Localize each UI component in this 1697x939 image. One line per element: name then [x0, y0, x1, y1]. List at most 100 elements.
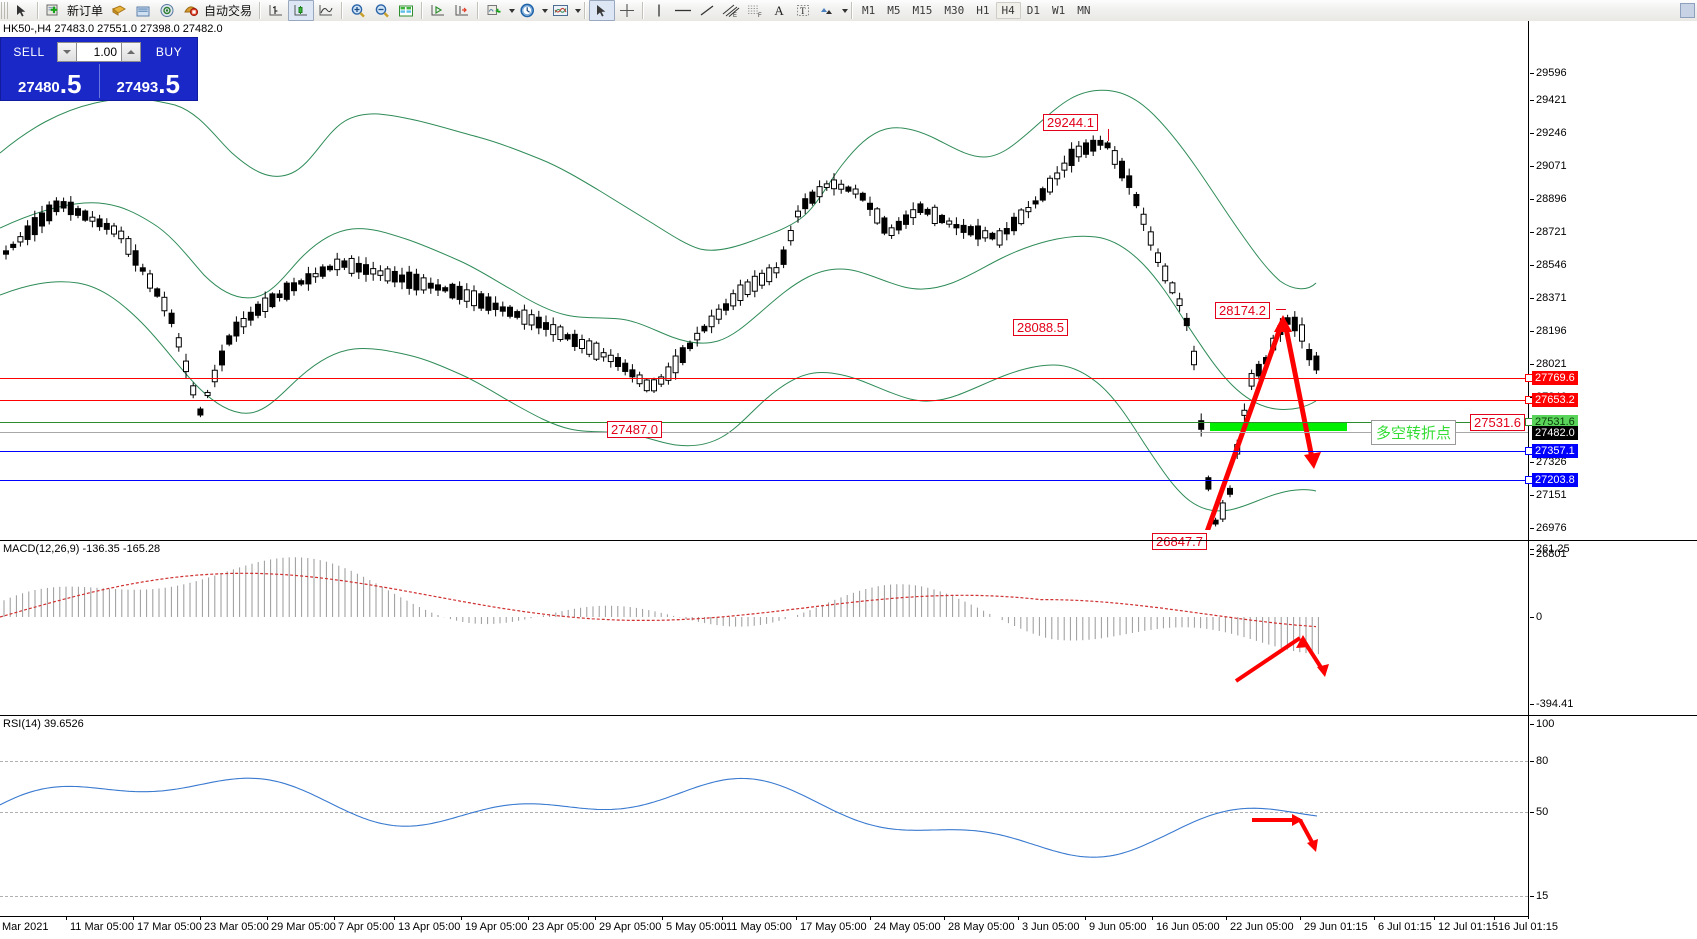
timeframe-w1[interactable]: W1: [1052, 4, 1066, 17]
toolbar-grip[interactable]: [1, 2, 8, 19]
main-toolbar: 新订单 自动交易: [0, 0, 1697, 22]
price-tick-27151: 27151: [1530, 489, 1567, 501]
buy-label[interactable]: BUY: [155, 45, 183, 59]
templates-icon[interactable]: [548, 1, 572, 20]
level-line-27769-6[interactable]: [0, 378, 1528, 379]
price-annotation-27531-6[interactable]: 27531.6: [1470, 414, 1525, 431]
vertical-line-icon[interactable]: [647, 1, 671, 20]
cursor-arrow-icon[interactable]: [10, 1, 34, 20]
price-annotation-28174-2[interactable]: 28174.2: [1215, 302, 1270, 319]
horizontal-line-icon[interactable]: [671, 1, 695, 20]
sell-label[interactable]: SELL: [13, 45, 45, 59]
price-label-27769-6[interactable]: 27769.6: [1532, 371, 1578, 385]
timeframe-m1[interactable]: M1: [862, 4, 876, 17]
time-tick-1: 11 Mar 05:00: [65, 916, 135, 933]
price-annotation-29244-1[interactable]: 29244.1: [1043, 114, 1098, 131]
time-tick-19: 29 Jun 01:15: [1300, 916, 1368, 933]
volume-decrement-button[interactable]: [57, 42, 77, 62]
price-annotation-27487-0[interactable]: 27487.0: [607, 421, 662, 438]
new-order-label[interactable]: 新订单: [67, 4, 104, 18]
volume-input[interactable]: 1.00: [77, 42, 121, 62]
time-scale[interactable]: Mar 2021 11 Mar 05:00 17 Mar 05:00 23 Ma…: [0, 916, 1558, 939]
sell-price-integer: 27480: [18, 79, 60, 96]
time-tick-21: 12 Jul 01:15: [1434, 916, 1498, 933]
shapes-icon[interactable]: [815, 1, 839, 20]
chinese-annotation[interactable]: 多空转折点: [1371, 420, 1457, 445]
time-tick-15: 3 Jun 05:00: [1018, 916, 1080, 933]
price-label-27531-6[interactable]: 27531.6: [1532, 415, 1578, 429]
window-corner-button[interactable]: [1680, 3, 1695, 18]
rsi-scale[interactable]: 100 80 50 15: [1528, 716, 1697, 916]
timeframe-d1[interactable]: D1: [1026, 4, 1041, 17]
line-chart-icon[interactable]: [314, 1, 338, 20]
text-icon[interactable]: A: [774, 2, 784, 18]
timeframe-h1[interactable]: H1: [976, 4, 990, 17]
time-tick-4: 29 Mar 05:00: [267, 916, 336, 933]
add-indicator-caret-icon[interactable]: [509, 8, 516, 13]
sell-price-fraction: .5: [59, 69, 82, 99]
price-label-27357-1[interactable]: 27357.1: [1532, 444, 1578, 458]
rsi-tick-80: 80: [1529, 755, 1549, 767]
macd-scale[interactable]: 261.25 0 -394.41: [1528, 541, 1697, 713]
level-line-27203-8[interactable]: [0, 480, 1528, 481]
price-annotation-28088-5[interactable]: 28088.5: [1013, 319, 1068, 336]
shapes-caret-icon[interactable]: [842, 8, 849, 13]
autotrading-icon[interactable]: [179, 1, 203, 20]
timeframe-h4[interactable]: H4: [995, 2, 1021, 19]
rsi-tick-15: 15: [1529, 890, 1549, 902]
rsi-title: RSI(14) 39.6526: [3, 718, 84, 730]
symbol-info-line: HK50-,H4 27483.0 27551.0 27398.0 27482.0: [3, 23, 223, 35]
price-tick-28196: 28196: [1530, 325, 1567, 337]
cursor-icon[interactable]: [589, 0, 616, 21]
level-line-27357-1[interactable]: [0, 451, 1528, 452]
price-label-27203-8[interactable]: 27203.8: [1532, 473, 1578, 487]
price-label-27653-2[interactable]: 27653.2: [1532, 393, 1578, 407]
fibonacci-icon[interactable]: F: [743, 1, 767, 20]
expert-advisor-icon[interactable]: [107, 1, 131, 20]
text-label-icon[interactable]: T: [791, 1, 815, 20]
autoscroll-icon[interactable]: [450, 1, 474, 20]
rsi-graphics: [0, 777, 1318, 858]
candlestick-chart-icon[interactable]: [288, 0, 315, 21]
timeframe-m15[interactable]: M15: [912, 4, 933, 17]
buy-price[interactable]: 27493 .5: [100, 64, 198, 98]
timeframe-mn[interactable]: MN: [1077, 4, 1091, 17]
volume-increment-button[interactable]: [121, 42, 141, 62]
timeframe-m30[interactable]: M30: [944, 4, 965, 17]
templates-caret-icon[interactable]: [575, 8, 582, 13]
trendline-icon[interactable]: [695, 1, 719, 20]
rsi-level-80: [0, 761, 1528, 762]
level-line-27653-2[interactable]: [0, 400, 1528, 401]
time-tick-13: 24 May 05:00: [870, 916, 941, 933]
rsi-level-15: [0, 896, 1528, 897]
chart-shift-icon[interactable]: [426, 1, 450, 20]
chart-canvas[interactable]: HK50-,H4 27483.0 27551.0 27398.0 27482.0: [0, 21, 1697, 939]
rsi-pane[interactable]: RSI(14) 39.6526 100 80 50 15: [0, 715, 1697, 916]
level-line-27531-6[interactable]: [0, 422, 1528, 423]
crosshair-icon[interactable]: [615, 1, 639, 20]
data-window-icon[interactable]: [131, 1, 155, 20]
time-tick-14: 28 May 05:00: [944, 916, 1015, 933]
zoom-in-icon[interactable]: [346, 1, 370, 20]
timeframe-m5[interactable]: M5: [887, 4, 901, 17]
add-indicator-icon[interactable]: [482, 1, 506, 20]
one-click-trading-panel[interactable]: SELL 1.00 BUY 27480 .5 27493 .5: [0, 37, 198, 101]
macd-pane[interactable]: MACD(12,26,9) -136.35 -165.28 261.25 0 -…: [0, 540, 1697, 713]
buy-price-fraction: .5: [158, 69, 180, 99]
period-icon[interactable]: [515, 1, 539, 20]
period-caret-icon[interactable]: [542, 8, 549, 13]
navigator-icon[interactable]: [155, 1, 179, 20]
bar-chart-icon[interactable]: [264, 1, 288, 20]
price-tick-26801: 26801: [1530, 548, 1567, 560]
price-tick-29596: 29596: [1530, 67, 1567, 79]
sell-price[interactable]: 27480 .5: [1, 64, 99, 98]
new-order-icon[interactable]: [42, 1, 66, 20]
macd-title: MACD(12,26,9) -136.35 -165.28: [3, 543, 161, 555]
price-annotation-26847-7[interactable]: 26847.7: [1152, 533, 1207, 550]
zoom-out-icon[interactable]: [370, 1, 394, 20]
grid-icon[interactable]: [394, 1, 418, 20]
price-scale[interactable]: 29596 29421 29246 29071 28896 28721 2854…: [1528, 21, 1697, 560]
equidistant-channel-icon[interactable]: E: [719, 1, 743, 20]
autotrading-label[interactable]: 自动交易: [204, 4, 253, 18]
